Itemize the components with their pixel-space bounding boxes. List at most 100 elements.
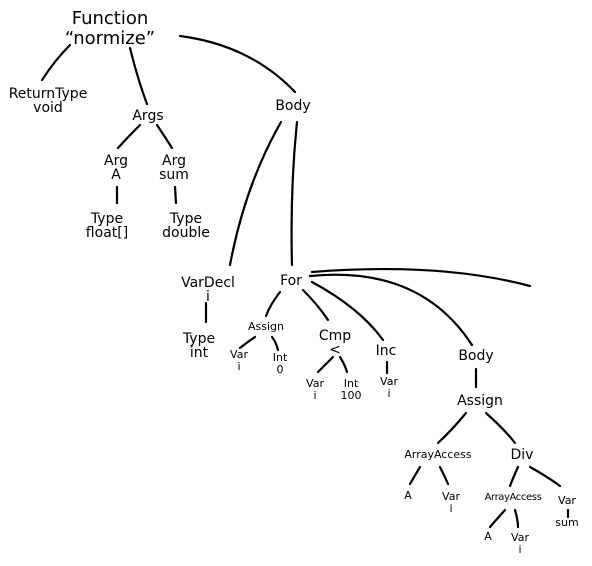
node-int-100: Int 100 (341, 378, 362, 402)
node-type-int-value: int (189, 345, 209, 361)
node-type-float-label: Type (90, 211, 124, 227)
node-args: Args (132, 109, 163, 123)
node-int-0-value: 0 (276, 363, 284, 376)
node-a-rhs: A (484, 531, 492, 543)
edge-body-for (290, 120, 299, 267)
node-var-i-init-label: Var (230, 348, 248, 361)
node-var-sum: Var sum (555, 495, 578, 529)
edge-arrayaccess2-var (513, 508, 520, 529)
node-returntype-value: void (33, 100, 63, 116)
node-for-body: Body (458, 349, 493, 363)
edge-function-body (178, 34, 297, 94)
node-for-label: For (280, 273, 302, 289)
edge-args-argsum (155, 123, 174, 150)
node-array-access-rhs-label: ArrayAccess (484, 492, 542, 503)
node-function: Function “normize” (65, 9, 155, 49)
node-assign-init-label: Assign (248, 320, 284, 333)
node-type-double-value: double (162, 225, 210, 241)
node-body-label: Body (275, 98, 311, 114)
edge-body-vardecl (228, 120, 283, 267)
node-int-0: Int 0 (273, 352, 288, 376)
node-arg-sum: Arg sum (159, 154, 189, 182)
node-int-100-value: 100 (340, 389, 362, 402)
node-function-name: “normize” (64, 28, 156, 49)
edge-cmp-int (338, 355, 349, 374)
node-type-float: Type float[] (86, 212, 128, 240)
node-arg-a-label: Arg (104, 153, 128, 169)
node-var-i-init: Var i (230, 349, 248, 373)
node-body: Body (275, 99, 310, 113)
edge-assign-arrayaccess (436, 411, 468, 445)
node-var-i-lhs-value: i (449, 502, 453, 515)
node-type-int: Type int (183, 332, 215, 360)
node-for-body-label: Body (458, 348, 494, 364)
node-var-sum-value: sum (555, 516, 579, 529)
node-var-i-lhs-label: Var (442, 490, 460, 503)
node-int-0-label: Int (272, 351, 288, 364)
node-int-100-label: Int (343, 377, 359, 390)
node-inc-label: Inc (375, 343, 397, 359)
node-var-i-lhs: Var i (442, 491, 460, 515)
node-type-double-label: Type (169, 211, 203, 227)
node-cmp-label: Cmp (318, 328, 352, 344)
node-vardecl-value: i (206, 289, 210, 305)
node-var-i-inc-label: Var (380, 375, 398, 388)
node-cmp-value: < (329, 342, 341, 358)
edge-function-returntype (40, 43, 72, 82)
node-array-access: ArrayAccess (404, 449, 471, 461)
edge-assign-div (484, 411, 517, 445)
node-var-i-rhs: Var i (511, 532, 529, 556)
node-assign-body: Assign (457, 394, 503, 408)
node-var-sum-label: Var (558, 494, 576, 507)
node-a-rhs-label: A (484, 530, 492, 543)
node-vardecl-label: VarDecl (181, 275, 235, 291)
node-type-double: Type double (162, 212, 210, 240)
node-var-i-inc: Var i (380, 376, 398, 400)
node-div-label: Div (510, 447, 534, 463)
edge-for-inc (310, 280, 385, 342)
node-assign-body-label: Assign (457, 393, 503, 409)
node-type-int-label: Type (182, 331, 216, 347)
edge-for-body (308, 273, 474, 347)
node-array-access-rhs: ArrayAccess (485, 492, 542, 504)
node-a-lhs-label: A (404, 489, 412, 502)
node-a-lhs: A (404, 490, 412, 502)
node-inc: Inc (376, 344, 397, 358)
edge-for-top (310, 267, 532, 288)
node-arg-a-value: A (111, 167, 121, 183)
edge-div-arrayaccess (508, 465, 520, 488)
node-var-i-rhs-value: i (518, 543, 522, 556)
edge-assign-int (270, 335, 280, 352)
node-for: For (280, 274, 302, 288)
node-arg-a: Arg A (104, 154, 128, 182)
edge-function-args (128, 46, 149, 106)
node-var-i-init-value: i (237, 360, 241, 373)
node-arg-sum-value: sum (159, 167, 189, 183)
node-function-label: Function (71, 8, 149, 29)
node-cmp: Cmp < (319, 329, 351, 357)
node-args-label: Args (132, 108, 164, 124)
edge-arrayaccess-a (408, 465, 422, 486)
edge-assign-var (238, 335, 257, 350)
node-returntype-label: ReturnType (8, 86, 88, 102)
node-var-i-cmp: Var i (306, 378, 324, 402)
edge-cmp-var (316, 355, 335, 374)
node-arg-sum-label: Arg (162, 153, 186, 169)
node-array-access-label: ArrayAccess (404, 448, 472, 461)
node-type-float-value: float[] (85, 225, 129, 241)
edge-for-cmp (301, 288, 330, 322)
edge-arrayaccess2-a (488, 508, 507, 529)
node-assign-init: Assign (248, 321, 284, 333)
edge-args-arga (116, 123, 142, 150)
node-var-i-cmp-value: i (313, 389, 317, 402)
node-var-i-inc-value: i (387, 387, 391, 400)
node-div: Div (511, 448, 534, 462)
node-vardecl: VarDecl i (181, 276, 235, 304)
node-returntype: ReturnType void (9, 87, 88, 115)
edge-argsum-type (173, 185, 178, 205)
node-var-i-cmp-label: Var (306, 377, 324, 390)
node-var-i-rhs-label: Var (511, 531, 529, 544)
edge-arrayaccess-var (438, 465, 450, 486)
